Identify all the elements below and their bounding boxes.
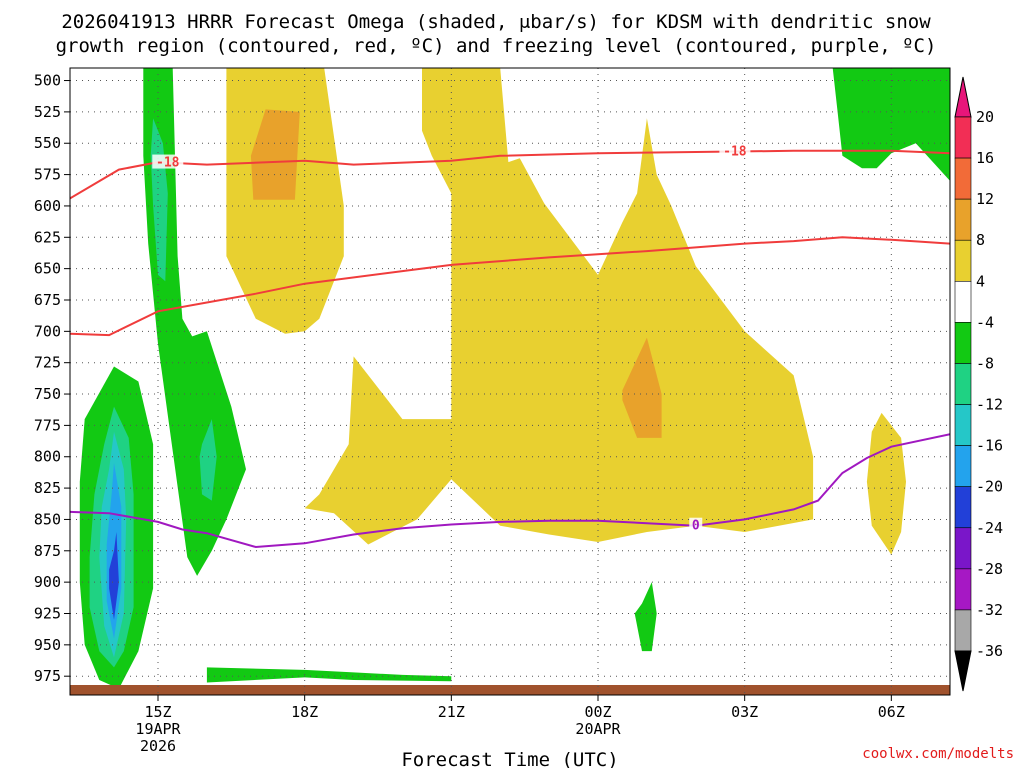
colorbar-swatch-6: [954, 363, 972, 405]
colorbar-bottom-arrow: [954, 650, 972, 692]
colorbar-label-6: -8: [976, 354, 994, 372]
colorbar-swatch-2: [954, 198, 972, 241]
colorbar-swatch-4: [954, 281, 972, 323]
plot-frame: [69, 67, 951, 696]
y-tick-label-950: 950: [34, 636, 61, 654]
colorbar-swatch-9: [954, 486, 972, 529]
omega-region-11: [304, 118, 814, 545]
omega-region-8: [226, 68, 344, 334]
contour-label-0-0: -18: [156, 156, 180, 171]
grid-lines: [70, 68, 950, 695]
colorbar-swatch-0: [954, 116, 972, 159]
colorbar-swatch-3: [954, 239, 972, 282]
colorbar-swatch-12: [954, 609, 972, 652]
y-tick-label-500: 500: [34, 72, 61, 90]
contour-line-1: [70, 236, 950, 337]
contour-label-2-0: 0: [692, 519, 700, 534]
colorbar-label-4: 4: [976, 272, 985, 290]
colorbar-label-3: 8: [976, 231, 985, 249]
y-tick-label-925: 925: [34, 604, 61, 622]
omega-region-16: [206, 667, 452, 683]
contour-labels: -18 -18 0: [152, 143, 751, 534]
y-tick-label-775: 775: [34, 416, 61, 434]
colorbar-label-12: -32: [976, 601, 1003, 619]
colorbar-swatch-7: [954, 404, 972, 446]
contour-label-bg: [719, 143, 751, 158]
colorbar-swatch-11: [954, 568, 972, 611]
x-tick-date-15Z: 19APR: [135, 720, 181, 738]
colorbar-label-9: -20: [976, 478, 1003, 496]
y-tick-label-525: 525: [34, 103, 61, 121]
contour-label-bg: [689, 517, 703, 532]
omega-region-13: [866, 412, 906, 555]
contour-label-bg: [152, 154, 184, 169]
colorbar-swatch-5: [954, 322, 972, 364]
y-tick-label-725: 725: [34, 354, 61, 372]
x-tick-label-06Z: 06Z: [878, 703, 905, 721]
x-axis-label: Forecast Time (UTC): [401, 749, 618, 768]
omega-region-5: [143, 68, 246, 576]
omega-region-7: [199, 419, 217, 501]
ground-strip: [70, 685, 950, 695]
omega-shading: [79, 68, 950, 689]
y-tick-label-750: 750: [34, 385, 61, 403]
y-tick-label-850: 850: [34, 510, 61, 528]
colorbar-swatch-8: [954, 445, 972, 487]
x-tick-label-03Z: 03Z: [731, 703, 758, 721]
credit-text: coolwx.com/modelts: [862, 746, 1014, 762]
omega-region-12: [622, 337, 662, 438]
x-tick-label-18Z: 18Z: [291, 703, 318, 721]
omega-region-15: [634, 582, 657, 652]
colorbar-label-11: -28: [976, 560, 1003, 578]
colorbar-label-8: -16: [976, 437, 1003, 455]
y-tick-label-625: 625: [34, 228, 61, 246]
y-tick-label-900: 900: [34, 573, 61, 591]
colorbar-label-1: 16: [976, 149, 994, 167]
colorbar-label-5: -4: [976, 313, 994, 331]
omega-region-14: [832, 68, 950, 181]
y-tick-label-700: 700: [34, 322, 61, 340]
colorbar-swatch-1: [954, 157, 972, 200]
colorbar-label-2: 12: [976, 190, 994, 208]
colorbar-label-13: -36: [976, 642, 1003, 660]
y-tick-label-800: 800: [34, 448, 61, 466]
x-tick-year-15Z: 2026: [140, 737, 176, 755]
contour-line-2: [70, 433, 950, 549]
y-tick-label-575: 575: [34, 166, 61, 184]
colorbar-label-7: -12: [976, 396, 1003, 414]
y-tick-label-650: 650: [34, 260, 61, 278]
x-tick-label-00Z: 00Z: [584, 703, 611, 721]
omega-region-4: [109, 532, 119, 620]
y-tick-label-875: 875: [34, 542, 61, 560]
colorbar-label-0: 20: [976, 108, 994, 126]
omega-region-9: [250, 109, 300, 200]
x-tick-date-00Z: 20APR: [575, 720, 621, 738]
x-tick-label-15Z: 15Z: [144, 703, 171, 721]
y-tick-label-550: 550: [34, 134, 61, 152]
chart-title-line1: 2026041913 HRRR Forecast Omega (shaded, …: [61, 11, 931, 33]
y-tick-label-600: 600: [34, 197, 61, 215]
y-tick-label-975: 975: [34, 667, 61, 685]
y-axis-ticks: 500 525 550 575 600 625 650 675 700 725 750 775 800 8…: [34, 72, 70, 685]
x-tick-label-21Z: 21Z: [438, 703, 465, 721]
contour-label-0-1: -18: [723, 145, 747, 160]
chart-title-line2: growth region (contoured, red, ºC) and f…: [56, 35, 937, 57]
colorbar-label-10: -24: [976, 519, 1003, 537]
y-tick-label-675: 675: [34, 291, 61, 309]
colorbar-top-arrow: [954, 76, 972, 118]
y-tick-label-825: 825: [34, 479, 61, 497]
colorbar-swatch-10: [954, 527, 972, 570]
colorbar: 20 16 12 8 4 -4 -8 -12 -16 -20 -24 -28 -32 -36: [954, 76, 1003, 692]
